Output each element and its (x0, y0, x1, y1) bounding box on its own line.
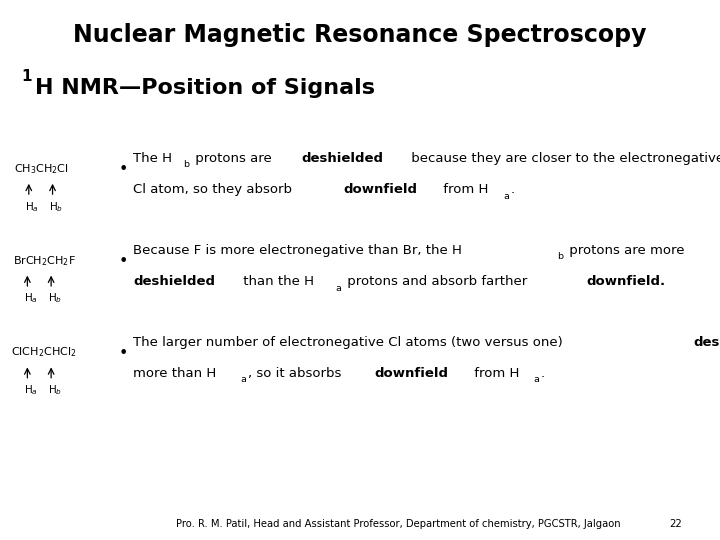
Text: CH$_3$CH$_2$Cl: CH$_3$CH$_2$Cl (14, 162, 69, 176)
Text: because they are closer to the electronegative: because they are closer to the electrone… (407, 152, 720, 165)
Text: a: a (534, 375, 539, 384)
Text: 1: 1 (22, 69, 32, 84)
Text: H$_b$: H$_b$ (49, 200, 63, 214)
Text: b: b (184, 160, 189, 170)
Text: H$_a$: H$_a$ (25, 200, 39, 214)
Text: The larger number of electronegative Cl atoms (two versus one): The larger number of electronegative Cl … (133, 335, 567, 349)
Text: protons are more: protons are more (565, 244, 685, 257)
Text: Nuclear Magnetic Resonance Spectroscopy: Nuclear Magnetic Resonance Spectroscopy (73, 23, 647, 47)
Text: protons are: protons are (192, 152, 276, 165)
Text: downfield: downfield (374, 367, 448, 380)
Text: •: • (119, 162, 128, 177)
Text: H NMR—Position of Signals: H NMR—Position of Signals (35, 78, 375, 98)
Text: BrCH$_2$CH$_2$F: BrCH$_2$CH$_2$F (13, 254, 76, 268)
Text: H$_b$: H$_b$ (48, 292, 62, 306)
Text: a: a (240, 375, 246, 384)
Text: b: b (557, 252, 564, 261)
Text: Cl atom, so they absorb: Cl atom, so they absorb (133, 183, 297, 197)
Text: .: . (510, 183, 515, 197)
Text: deshielded: deshielded (301, 152, 383, 165)
Text: ClCH$_2$CHCl$_2$: ClCH$_2$CHCl$_2$ (11, 346, 76, 360)
Text: from H: from H (439, 183, 489, 197)
Text: than the H: than the H (239, 275, 314, 288)
Text: a: a (336, 284, 342, 293)
Text: Because F is more electronegative than Br, the H: Because F is more electronegative than B… (133, 244, 462, 257)
Text: protons and absorb farther: protons and absorb farther (343, 275, 532, 288)
Text: H$_a$: H$_a$ (24, 383, 37, 397)
Text: 22: 22 (670, 519, 683, 529)
Text: •: • (119, 254, 128, 269)
Text: more than H: more than H (133, 367, 217, 380)
Text: H$_a$: H$_a$ (24, 292, 37, 306)
Text: downfield.: downfield. (587, 275, 666, 288)
Text: Pro. R. M. Patil, Head and Assistant Professor, Department of chemistry, PGCSTR,: Pro. R. M. Patil, Head and Assistant Pro… (176, 519, 621, 529)
Text: deshields: deshields (693, 335, 720, 349)
Text: deshielded: deshielded (133, 275, 215, 288)
Text: The H: The H (133, 152, 172, 165)
Text: downfield: downfield (344, 183, 418, 197)
Text: a: a (503, 192, 509, 201)
Text: •: • (119, 346, 128, 361)
Text: from H: from H (469, 367, 519, 380)
Text: .: . (541, 367, 545, 380)
Text: , so it absorbs: , so it absorbs (248, 367, 346, 380)
Text: H$_b$: H$_b$ (48, 383, 62, 397)
